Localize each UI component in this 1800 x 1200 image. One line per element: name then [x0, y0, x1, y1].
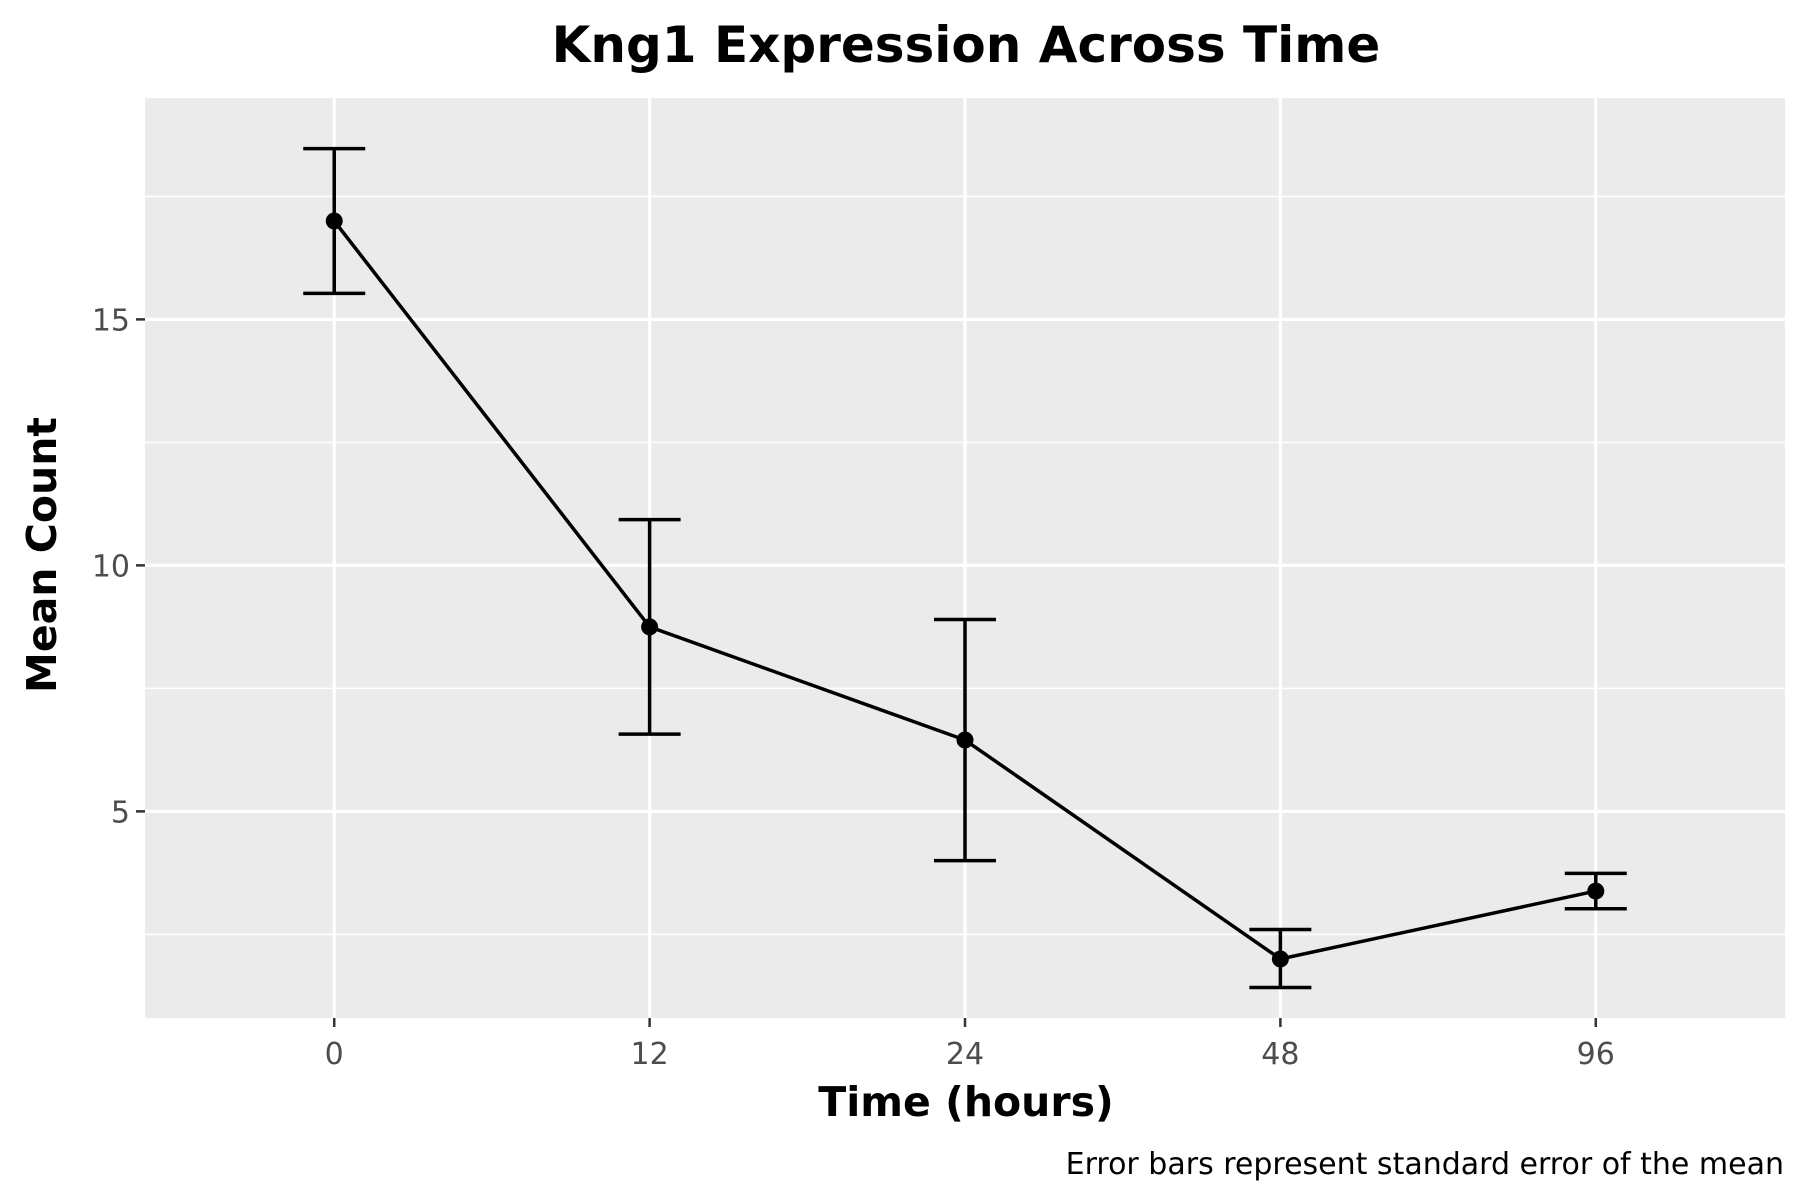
data-point [641, 618, 659, 636]
data-point [1587, 882, 1605, 900]
x-axis-title: Time (hours) [818, 1078, 1113, 1126]
data-point [325, 212, 343, 230]
x-axis-ticks: 0 12 24 48 96 [325, 1018, 1615, 1072]
x-tick-label: 24 [946, 1037, 984, 1072]
y-tick-label: 5 [111, 795, 130, 830]
y-axis-title: Mean Count [18, 417, 66, 693]
x-tick-label: 48 [1261, 1037, 1299, 1072]
chart-caption: Error bars represent standard error of t… [1066, 1147, 1784, 1182]
data-point [956, 731, 974, 749]
data-points [325, 212, 1605, 968]
x-tick-label: 96 [1577, 1037, 1615, 1072]
chart-title: Kng1 Expression Across Time [552, 16, 1381, 74]
y-tick-label: 15 [92, 303, 130, 338]
data-point [1271, 950, 1289, 968]
y-tick-label: 10 [92, 549, 130, 584]
x-tick-label: 12 [631, 1037, 669, 1072]
x-tick-label: 0 [325, 1037, 344, 1072]
y-axis-ticks: 5 10 15 [92, 303, 145, 830]
